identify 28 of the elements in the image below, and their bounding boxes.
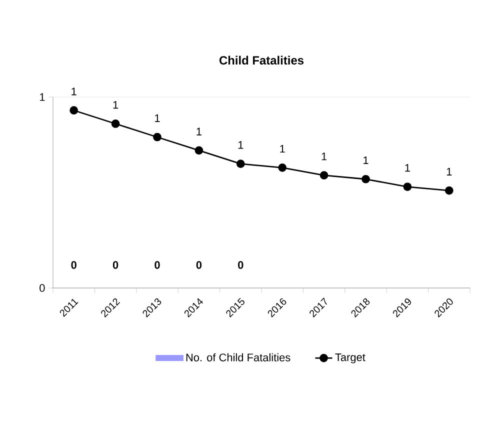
point xyxy=(403,182,412,191)
point xyxy=(153,132,162,142)
data-label: 1 xyxy=(446,168,452,176)
data-label: 0 xyxy=(154,261,160,269)
data-label: 1 xyxy=(364,156,368,164)
point xyxy=(70,106,78,115)
data-label: 1 xyxy=(196,128,202,136)
point xyxy=(278,163,287,172)
legend-label: Target xyxy=(335,354,366,364)
chart-title: Child Fatalities xyxy=(219,56,304,65)
point xyxy=(320,171,328,180)
data-label: 1 xyxy=(405,164,410,172)
legend-label: No. of Child Fatalities xyxy=(186,353,290,362)
data-label: 1 xyxy=(280,144,285,153)
point xyxy=(111,120,120,128)
data-label: 0 xyxy=(71,261,76,269)
data-label: 1 xyxy=(72,88,76,96)
data-label: 1 xyxy=(238,141,244,149)
data-label: 1 xyxy=(322,152,327,160)
data-label: 0 xyxy=(196,261,202,269)
data-label: 1 xyxy=(155,114,160,122)
data-label: 0 xyxy=(112,261,118,269)
point xyxy=(236,160,245,168)
point xyxy=(194,146,204,155)
point xyxy=(444,186,454,195)
point xyxy=(362,174,370,184)
data-label: 0 xyxy=(238,261,244,269)
data-label: 1 xyxy=(113,101,118,109)
